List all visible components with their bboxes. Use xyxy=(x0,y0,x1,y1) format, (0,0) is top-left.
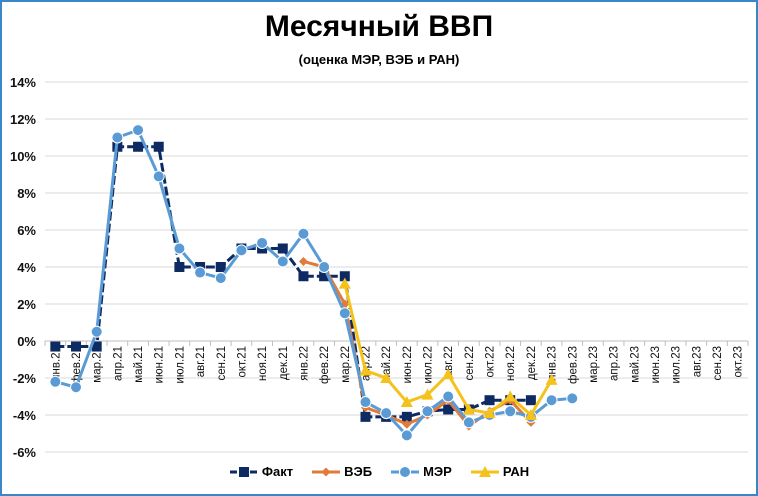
x-tick-label: мар.22 xyxy=(340,346,352,383)
y-tick-label: -4% xyxy=(13,408,37,423)
series-lines xyxy=(49,124,579,442)
x-tick-label: фев.21 xyxy=(71,346,83,384)
x-tick-label: июн.21 xyxy=(154,346,166,383)
square-marker-icon xyxy=(229,466,258,477)
legend-label: Факт xyxy=(261,464,294,479)
x-tick-label: дек.21 xyxy=(278,346,290,380)
legend-item-ВЭБ: ВЭБ xyxy=(311,464,372,479)
x-tick-label: май.21 xyxy=(133,346,145,383)
diamond-marker-icon xyxy=(312,467,341,476)
y-tick-label: 10% xyxy=(10,149,36,164)
x-tick-label: май.22 xyxy=(381,346,393,383)
y-axis-ticks: 14% 12% 10% 8% 6% 4% 2% 0% -2% -4% -6% xyxy=(10,75,36,460)
x-tick-label: окт.21 xyxy=(236,346,248,378)
x-tick-label: янв.23 xyxy=(547,346,559,381)
x-tick-label: авг.22 xyxy=(443,346,455,377)
x-tick-label: дек.22 xyxy=(526,346,538,380)
x-tick-label: сен.22 xyxy=(464,346,476,380)
x-tick-label: апр.21 xyxy=(112,346,124,381)
legend-label: ВЭБ xyxy=(344,464,373,479)
triangle-marker-icon xyxy=(470,465,499,477)
x-tick-label: янв.22 xyxy=(298,346,310,381)
legend-item-Факт: Факт xyxy=(229,464,293,479)
x-tick-label: ноя.21 xyxy=(257,346,269,381)
series-МЭР xyxy=(49,124,579,442)
x-tick-label: мар.23 xyxy=(588,346,600,383)
x-tick-label: янв.21 xyxy=(50,346,62,381)
chart-title: Месячный ВВП xyxy=(264,10,494,43)
x-tick-label: май.23 xyxy=(629,346,641,383)
x-tick-label: мар.21 xyxy=(92,346,104,383)
x-tick-label: окт.23 xyxy=(733,346,745,378)
y-tick-label: -6% xyxy=(13,445,37,460)
x-tick-label: июн.23 xyxy=(650,346,662,383)
legend: Факт ВЭБ МЭР РАН xyxy=(0,464,758,479)
x-tick-label: авг.21 xyxy=(195,346,207,377)
x-tick-label: окт.22 xyxy=(485,346,497,378)
legend-label: МЭР xyxy=(423,464,452,479)
x-tick-label: июл.21 xyxy=(174,346,186,384)
x-tick-label: сен.21 xyxy=(216,346,228,380)
y-tick-label: 2% xyxy=(17,297,36,312)
y-tick-label: 4% xyxy=(17,260,36,275)
gridlines xyxy=(45,81,748,453)
circle-marker-icon xyxy=(391,465,420,478)
x-tick-label: авг.23 xyxy=(691,346,703,377)
y-tick-label: 0% xyxy=(17,334,36,349)
legend-item-МЭР: МЭР xyxy=(390,464,452,479)
x-tick-label: июн.22 xyxy=(402,346,414,383)
legend-item-РАН: РАН xyxy=(470,464,529,479)
y-tick-label: 8% xyxy=(17,186,36,201)
series-РАН xyxy=(338,277,558,420)
chart-subtitle: (оценка МЭР, ВЭБ и РАН) xyxy=(298,52,460,67)
y-tick-label: 12% xyxy=(10,112,36,127)
x-tick-label: ноя.22 xyxy=(505,346,517,381)
x-tick-label: сен.23 xyxy=(712,346,724,380)
x-tick-label: фев.22 xyxy=(319,346,331,384)
x-tick-label: июл.23 xyxy=(671,346,683,384)
x-tick-label: июл.22 xyxy=(423,346,435,384)
x-axis: янв.21 фев.21 мар.21 апр.21 май.21 июн.21 июл.… xyxy=(44,340,749,384)
y-tick-label: 14% xyxy=(10,75,36,90)
y-tick-label: -2% xyxy=(13,371,37,386)
legend-label: РАН xyxy=(502,464,530,479)
x-tick-label: фев.23 xyxy=(567,346,579,384)
y-tick-label: 6% xyxy=(17,223,36,238)
x-tick-label: апр.23 xyxy=(609,346,621,381)
